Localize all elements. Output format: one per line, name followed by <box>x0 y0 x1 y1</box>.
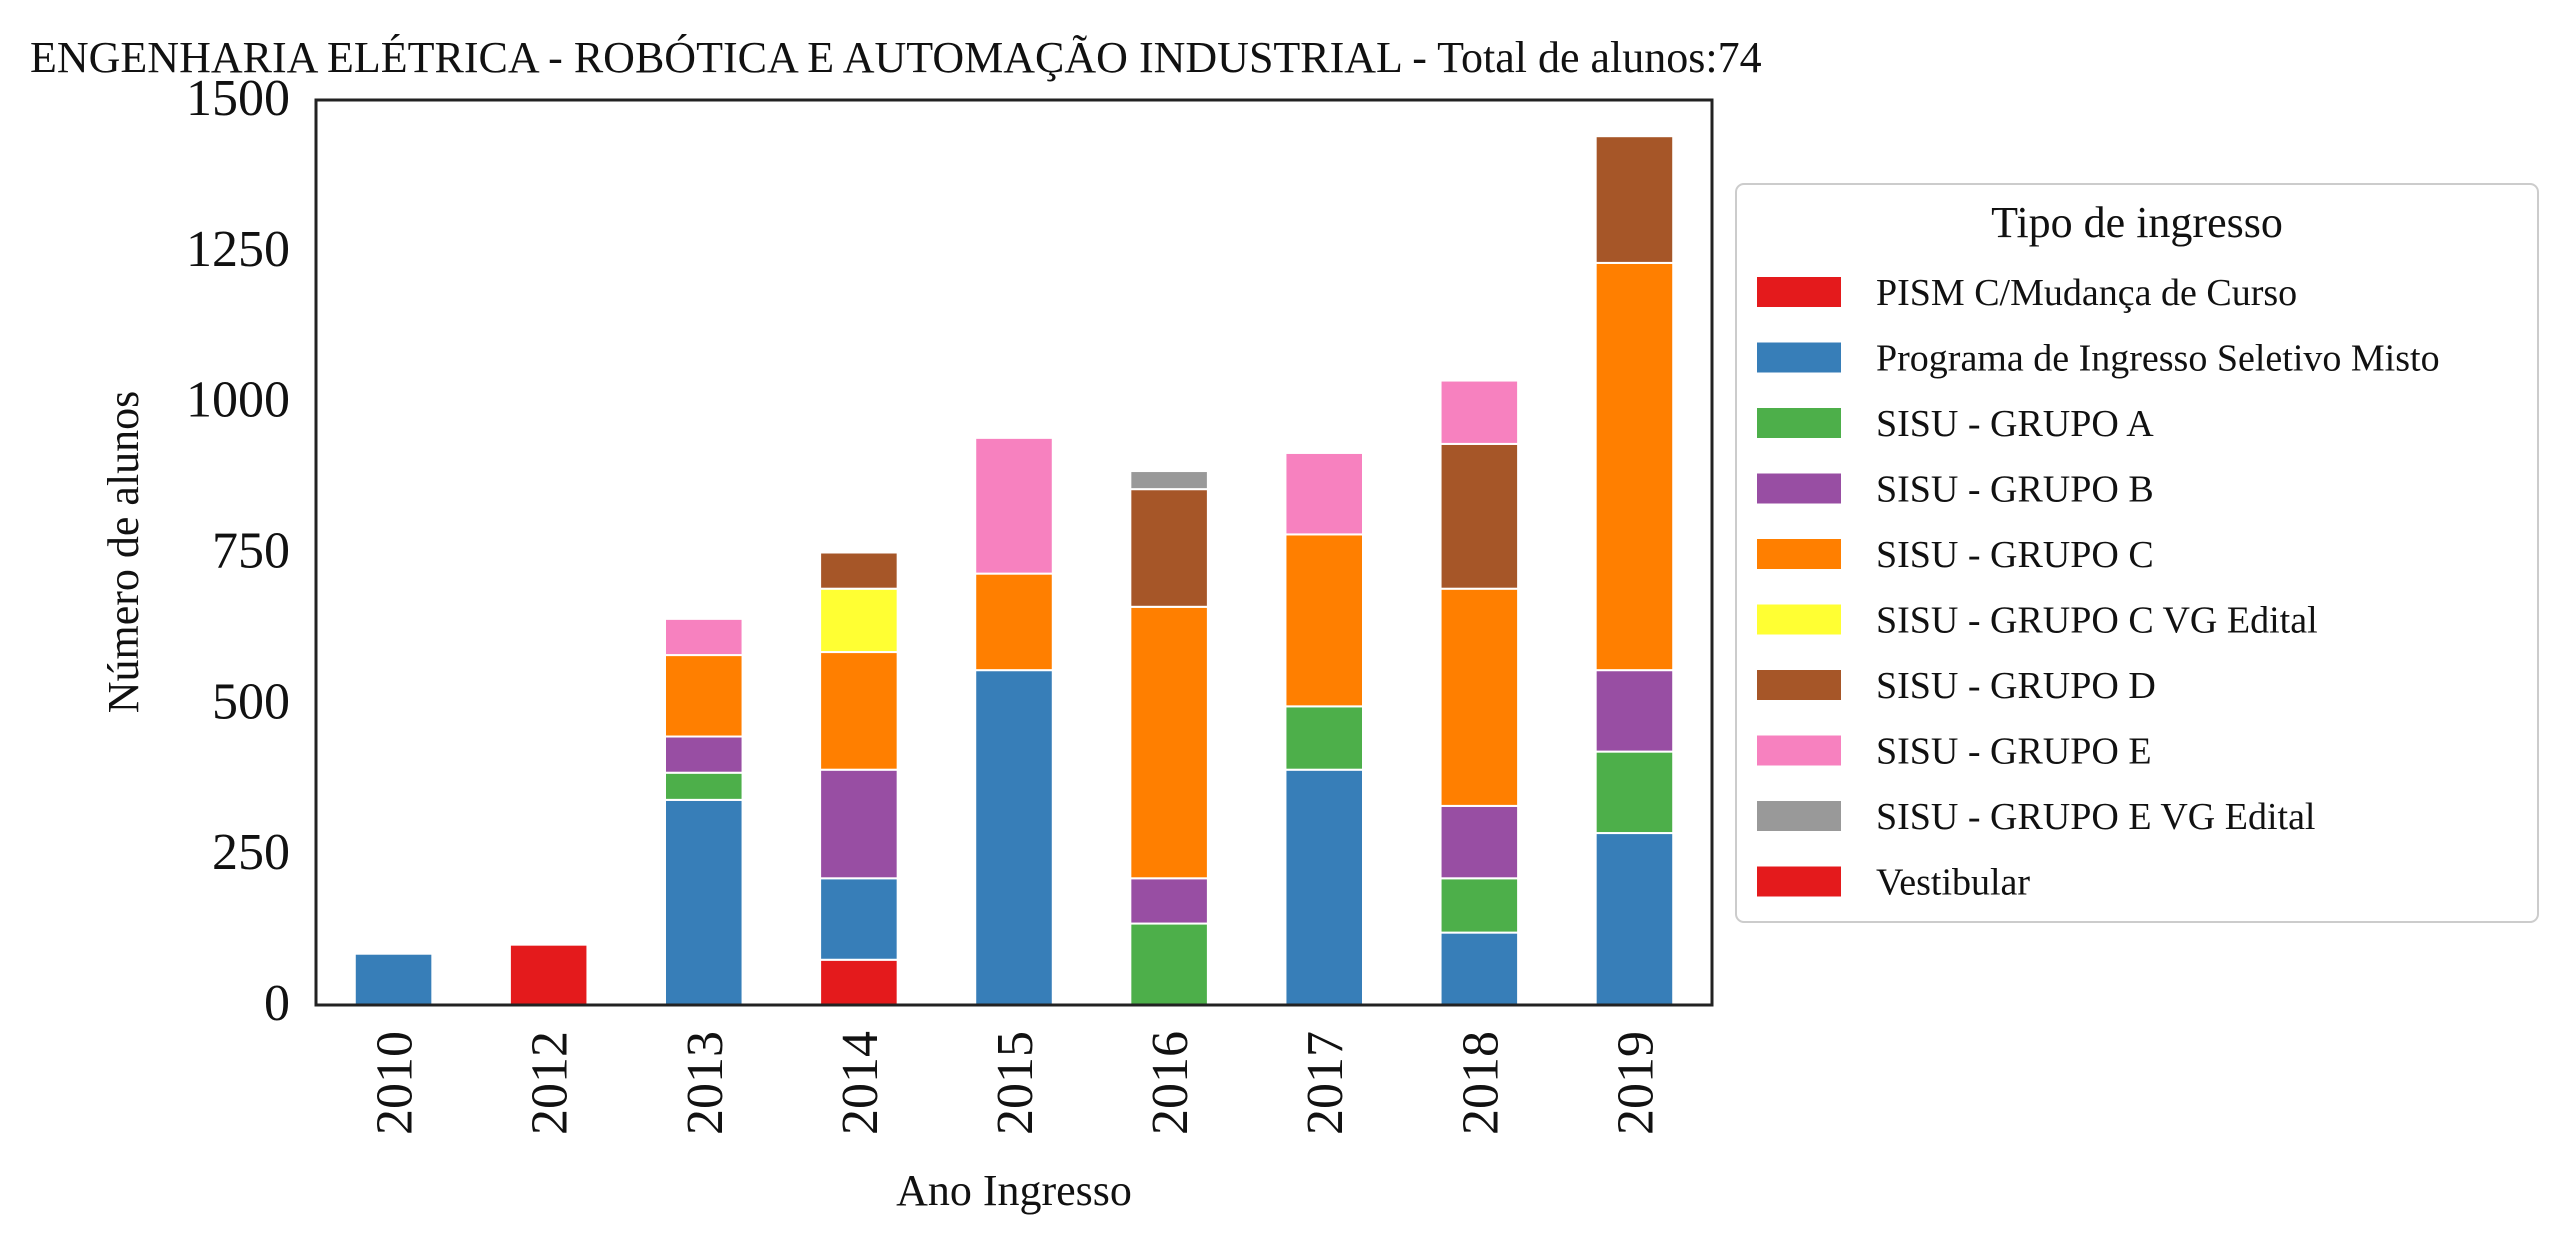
legend-swatch <box>1757 801 1841 831</box>
legend-swatch <box>1757 670 1841 700</box>
bar-segment <box>974 669 1054 1007</box>
x-tick-label: 2017 <box>1297 1031 1354 1135</box>
y-tick-label: 750 <box>212 523 290 580</box>
y-tick-label: 250 <box>212 824 290 881</box>
x-tick-label: 2015 <box>987 1031 1044 1135</box>
legend-title: Tipo de ingresso <box>1991 198 2283 247</box>
bar-segment <box>1284 451 1365 536</box>
x-axis-ticks: 2010 2012 2013 2014 2015 2016 2017 2018 2019 <box>367 1031 1665 1135</box>
legend-swatch <box>1757 408 1841 438</box>
y-axis-ticks: 0 250 500 750 1000 1250 1500 <box>186 70 290 1032</box>
bar-segment <box>1439 587 1520 807</box>
legend-label: Programa de Ingresso Seletivo Misto <box>1876 338 2440 380</box>
bar-segment <box>819 551 899 590</box>
bar-segment <box>1284 768 1365 1007</box>
legend-label: SISU - GRUPO C VG Edital <box>1876 600 2318 642</box>
bar-segment <box>819 768 899 880</box>
x-tick-label: 2013 <box>677 1031 734 1135</box>
x-tick-label: 2018 <box>1452 1031 1509 1135</box>
y-tick-label: 500 <box>212 673 290 730</box>
bar-segment <box>1594 832 1675 1006</box>
legend-label: SISU - GRUPO B <box>1876 469 2154 511</box>
bar-segment <box>974 572 1054 672</box>
chart-title: ENGENHARIA ELÉTRICA - ROBÓTICA E AUTOMAÇ… <box>30 33 1762 82</box>
legend-swatch <box>1757 735 1841 766</box>
bar-segment <box>1439 877 1520 934</box>
legend-swatch <box>1757 277 1841 307</box>
legend-label: SISU - GRUPO A <box>1876 403 2154 445</box>
legend-swatch <box>1757 342 1841 373</box>
bar-segment <box>353 952 434 1007</box>
bar-segment <box>1129 470 1209 491</box>
y-tick-label: 1250 <box>186 221 290 278</box>
legend: Tipo de ingresso PISM C/Mudança de Curso… <box>1735 183 2539 923</box>
y-tick-label: 1000 <box>186 372 290 429</box>
bar-segment <box>1594 261 1675 672</box>
bar-segment <box>819 651 899 771</box>
legend-label: SISU - GRUPO E <box>1876 731 2152 773</box>
bar-segment <box>664 654 744 738</box>
y-tick-label: 0 <box>264 975 290 1032</box>
x-axis-label: Ano Ingresso <box>896 1166 1132 1215</box>
legend-label: SISU - GRUPO D <box>1876 665 2156 707</box>
bar-segment <box>1129 605 1209 880</box>
bar-segment <box>1594 750 1675 835</box>
bar-segment <box>664 735 744 774</box>
bar-segment <box>1439 379 1520 445</box>
bar-segment <box>819 587 899 654</box>
legend-label: PISM C/Mudança de Curso <box>1876 272 2297 314</box>
legend-frame <box>1735 183 2539 923</box>
legend-label: Vestibular <box>1876 862 2030 904</box>
legend-swatch <box>1757 539 1841 569</box>
legend-label: SISU - GRUPO E VG Edital <box>1876 796 2316 838</box>
legend-label: SISU - GRUPO C <box>1876 534 2154 576</box>
y-axis-label: Número de alunos <box>99 391 148 714</box>
bar-segment <box>1284 533 1365 708</box>
legend-swatch <box>1757 473 1841 504</box>
legend-swatch <box>1757 604 1841 635</box>
legend-items: PISM C/Mudança de Curso Programa de Ingre… <box>1757 272 2440 904</box>
bar-segment <box>1439 931 1520 1006</box>
legend-swatch <box>1757 866 1841 897</box>
bar-segment <box>1594 669 1675 753</box>
x-tick-label: 2019 <box>1607 1031 1664 1135</box>
x-tick-label: 2014 <box>832 1031 889 1135</box>
x-tick-label: 2010 <box>367 1031 424 1135</box>
plot-frame <box>314 98 1714 1007</box>
bar-segment <box>1129 877 1209 925</box>
bar-segment <box>1439 442 1520 590</box>
bar-segment <box>664 771 744 801</box>
bar-segment <box>1284 705 1365 771</box>
x-tick-label: 2016 <box>1142 1031 1199 1135</box>
bar-segment <box>1594 135 1675 264</box>
x-tick-label: 2012 <box>522 1031 579 1135</box>
bar-segment <box>664 617 744 657</box>
bars-group <box>353 135 1675 1007</box>
bar-segment <box>508 943 589 1007</box>
bar-segment <box>1129 488 1209 608</box>
bar-segment <box>1129 922 1209 1006</box>
bar-segment <box>819 958 899 1006</box>
bar-segment <box>664 798 744 1006</box>
bar-segment <box>1439 804 1520 880</box>
bar-segment <box>974 436 1054 575</box>
bar-segment <box>819 877 899 961</box>
y-tick-label: 1500 <box>186 70 290 127</box>
